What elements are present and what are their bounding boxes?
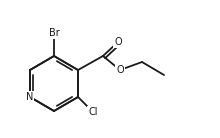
Text: Br: Br <box>49 28 59 38</box>
Text: O: O <box>114 37 122 47</box>
Text: O: O <box>116 65 124 75</box>
Text: Cl: Cl <box>88 107 98 117</box>
Text: N: N <box>26 92 34 102</box>
